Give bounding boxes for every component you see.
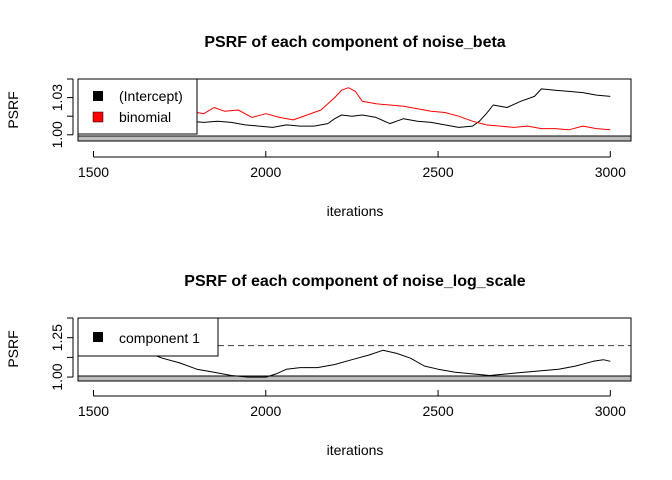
y-axis-label: PSRF bbox=[5, 330, 21, 367]
y-axis-label: PSRF bbox=[5, 91, 21, 128]
x-tick-label: 2500 bbox=[422, 164, 453, 180]
x-tick-label: 1500 bbox=[78, 164, 109, 180]
y-tick-label: 1.00 bbox=[49, 121, 65, 148]
plot-frame bbox=[77, 78, 632, 142]
y-tick-label: 1.25 bbox=[49, 324, 65, 351]
chart-title: PSRF of each component of noise_log_scal… bbox=[184, 273, 526, 290]
chart-panel-noise-log-scale: PSRF of each component of noise_log_scal… bbox=[5, 273, 632, 458]
x-tick-label: 2000 bbox=[250, 164, 281, 180]
legend: (Intercept) binomial bbox=[78, 79, 198, 135]
legend-swatch-binomial bbox=[92, 111, 104, 123]
legend-label-component-1: component 1 bbox=[119, 330, 200, 346]
legend-swatch-intercept bbox=[93, 91, 103, 101]
x-tick-label: 3000 bbox=[595, 164, 626, 180]
y-tick-label: 1.03 bbox=[49, 84, 65, 111]
plot-frame bbox=[77, 317, 632, 382]
x-tick-label: 3000 bbox=[595, 403, 626, 419]
bottom-strip bbox=[78, 376, 631, 381]
legend-label-intercept: (Intercept) bbox=[119, 88, 183, 104]
y-tick-label: 1.00 bbox=[49, 363, 65, 390]
legend-swatch-component-1 bbox=[93, 332, 103, 342]
chart-title: PSRF of each component of noise_beta bbox=[204, 34, 505, 51]
x-axis-label: iterations bbox=[327, 442, 384, 458]
x-axis-label: iterations bbox=[327, 203, 384, 219]
legend-label-binomial: binomial bbox=[119, 109, 171, 125]
bottom-strip bbox=[78, 136, 631, 141]
legend: component 1 bbox=[78, 318, 219, 357]
x-tick-label: 2000 bbox=[250, 403, 281, 419]
series-line-0 bbox=[79, 343, 611, 378]
x-tick-label: 1500 bbox=[78, 403, 109, 419]
x-tick-label: 2500 bbox=[422, 403, 453, 419]
chart-panel-noise-beta: PSRF of each component of noise_beta PSR… bbox=[5, 34, 632, 219]
legend-box bbox=[78, 79, 198, 135]
